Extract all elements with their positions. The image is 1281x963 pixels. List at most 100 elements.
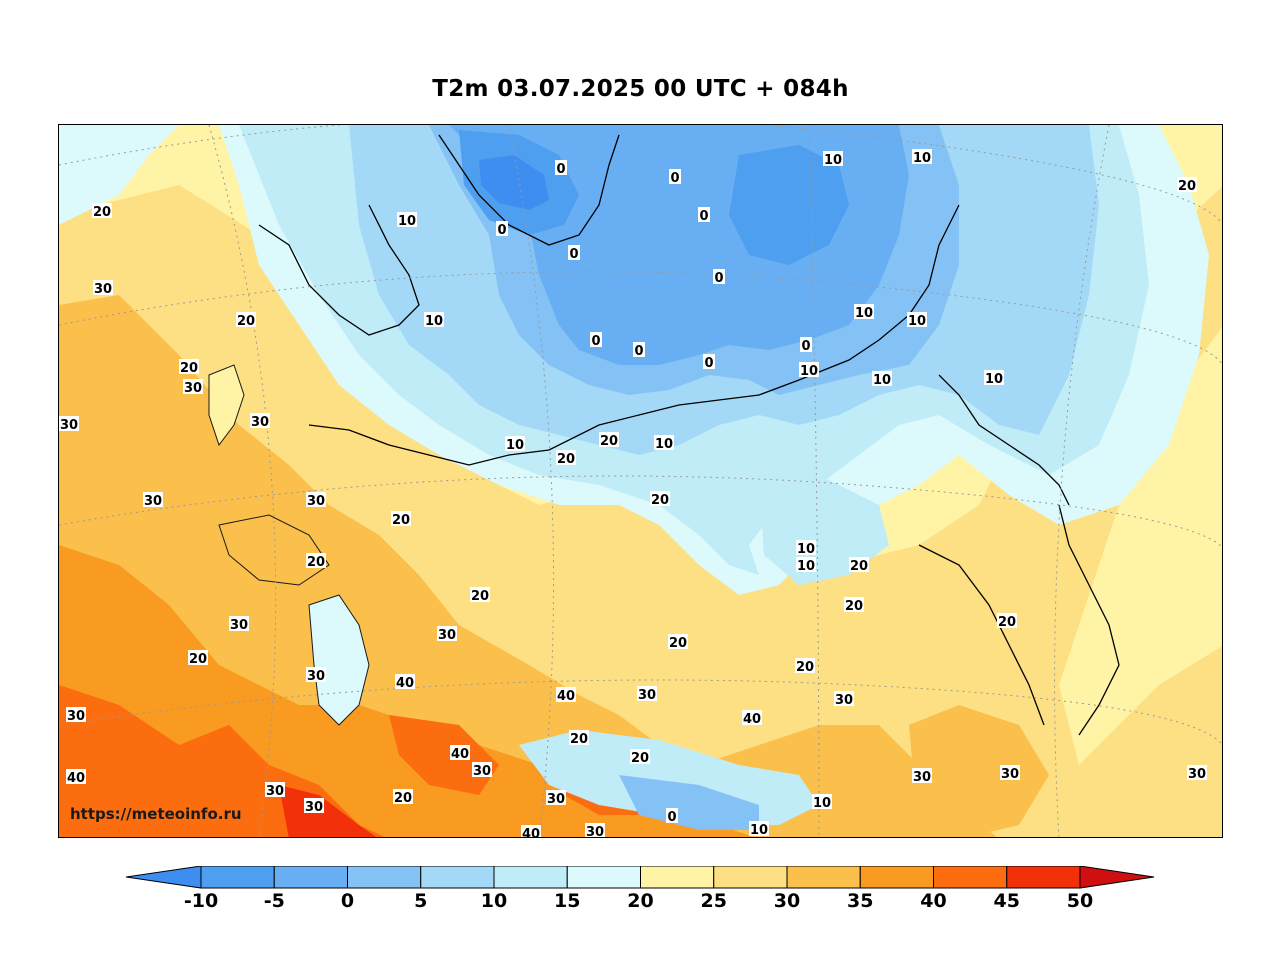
contour-label-text: 30 <box>67 709 85 724</box>
contour-label: 40 <box>521 825 541 837</box>
contour-label-text: 10 <box>813 796 831 811</box>
contour-label: 10 <box>424 312 444 329</box>
contour-label-text: 30 <box>638 688 656 703</box>
contour-label: 20 <box>599 432 619 449</box>
contour-label-text: 30 <box>230 618 248 633</box>
contour-label: 20 <box>556 450 576 467</box>
contour-label: 30 <box>265 782 285 799</box>
contour-label: 20 <box>569 730 589 747</box>
contour-label-text: 20 <box>796 660 814 675</box>
contour-label: 20 <box>393 789 413 806</box>
contour-label-text: 30 <box>144 494 162 509</box>
contour-label: 10 <box>984 370 1004 387</box>
contour-label: 20 <box>179 359 199 376</box>
contour-label-text: 20 <box>850 559 868 574</box>
contour-label-text: 20 <box>1178 179 1196 194</box>
contour-label: 10 <box>872 371 892 388</box>
contour-label: 30 <box>250 413 270 430</box>
contour-label-text: 40 <box>396 676 414 691</box>
contour-label-text: 20 <box>394 791 412 806</box>
colorbar-segment <box>420 866 495 889</box>
contour-label: 20 <box>844 597 864 614</box>
contour-label: 0 <box>633 342 645 359</box>
contour-label: 30 <box>304 798 324 815</box>
contour-label-text: 30 <box>266 784 284 799</box>
contour-label-text: 20 <box>600 434 618 449</box>
contour-label: 10 <box>812 794 832 811</box>
contour-label-text: 10 <box>873 373 891 388</box>
temperature-field-30-35-east <box>909 705 1049 837</box>
contour-label: 10 <box>796 557 816 574</box>
contour-label: 30 <box>183 379 203 396</box>
colorbar-segment <box>566 866 641 889</box>
contour-label: 20 <box>795 658 815 675</box>
contour-label-text: 0 <box>667 810 676 825</box>
contour-label-text: 30 <box>305 800 323 815</box>
colorbar-tick-label: 10 <box>480 890 508 912</box>
contour-label: 0 <box>666 808 678 825</box>
contour-label-text: 20 <box>998 615 1016 630</box>
contour-label: 0 <box>703 354 715 371</box>
contour-label: 20 <box>306 553 326 570</box>
colorbar-tick-label: -10 <box>183 890 219 912</box>
colorbar-tick-label: 50 <box>1066 890 1094 912</box>
contour-label-text: 0 <box>699 209 708 224</box>
contour-label-text: 30 <box>913 770 931 785</box>
contour-label-text: 20 <box>651 493 669 508</box>
contour-label-text: 10 <box>908 314 926 329</box>
contour-label: 30 <box>93 280 113 297</box>
contour-label: 20 <box>391 511 411 528</box>
temperature-field-neg10-neg5-east <box>729 145 849 265</box>
colorbar-tick-label: 15 <box>554 890 581 912</box>
colorbar-tick-label: 30 <box>773 890 801 912</box>
contour-label-text: 0 <box>569 247 578 262</box>
contour-label: 30 <box>585 823 605 838</box>
contour-label-text: 30 <box>1001 767 1019 782</box>
colorbar-under-arrow <box>126 866 202 889</box>
contour-label: 30 <box>1000 765 1020 782</box>
colorbar-tick-label: 45 <box>993 890 1020 912</box>
contour-label-text: 0 <box>497 223 506 238</box>
colorbar-segment <box>347 866 422 889</box>
contour-label: 30 <box>66 707 86 724</box>
contour-labels: 20 10 0 0 0 0 0 0 10 10 20 30 20 10 0 0 0 0 10 10 10 10 10 20 30… <box>59 149 1207 838</box>
contour-label-text: 10 <box>797 559 815 574</box>
contour-label: 20 <box>92 203 112 220</box>
contour-label: 40 <box>395 674 415 691</box>
contour-label-text: 40 <box>67 771 85 786</box>
colorbar-segment <box>786 866 861 889</box>
contour-label: 10 <box>823 151 843 168</box>
contour-label: 10 <box>397 212 417 229</box>
contour-label-text: 10 <box>800 364 818 379</box>
contour-label-text: 20 <box>237 314 255 329</box>
map-canvas: 20 10 0 0 0 0 0 0 10 10 20 30 20 10 0 0 0 0 10 10 10 10 10 20 30… <box>59 125 1222 838</box>
contour-label-text: 0 <box>591 334 600 349</box>
colorbar-segment <box>200 866 275 889</box>
source-watermark[interactable]: https://meteoinfo.ru <box>70 805 242 823</box>
contour-label-text: 10 <box>655 437 673 452</box>
graticule <box>59 125 1222 837</box>
contour-label: 10 <box>654 435 674 452</box>
contour-label: 20 <box>650 491 670 508</box>
contour-label: 0 <box>496 221 508 238</box>
colorbar-segment <box>640 866 715 889</box>
contour-label-text: 30 <box>835 693 853 708</box>
contour-label-text: 30 <box>586 825 604 838</box>
temperature-field-mountains-cold <box>619 775 759 830</box>
temperature-field-below-neg10 <box>479 155 549 210</box>
contour-label: 30 <box>437 626 457 643</box>
contour-label-text: 30 <box>307 669 325 684</box>
contour-label: 0 <box>568 245 580 262</box>
contour-label: 20 <box>1177 177 1197 194</box>
colorbar-tick-label: 5 <box>414 890 428 912</box>
contour-label: 30 <box>59 416 79 433</box>
colorbar-segment <box>273 866 348 889</box>
black-sea <box>218 514 330 586</box>
contour-label-text: 20 <box>180 361 198 376</box>
contour-label-text: 10 <box>855 306 873 321</box>
contour-label-text: 20 <box>570 732 588 747</box>
colorbar-segment <box>859 866 934 889</box>
map-title: T2m 03.07.2025 00 UTC + 084h <box>432 76 849 102</box>
contour-label-text: 30 <box>473 764 491 779</box>
colorbar-tick-label: 20 <box>627 890 654 912</box>
